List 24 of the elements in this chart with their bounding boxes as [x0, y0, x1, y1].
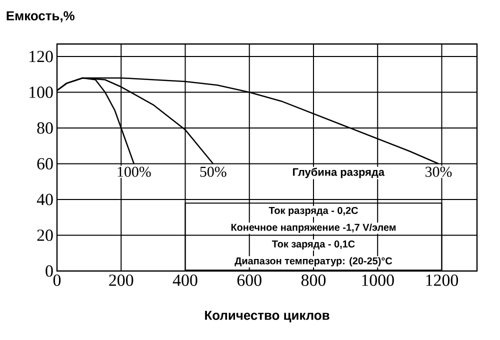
- annotation: Диапазон температур: (20-25)°C: [234, 257, 392, 266]
- x-tick-label: 1200: [426, 274, 458, 286]
- x-tick-label: 200: [109, 274, 134, 286]
- y-tick-label: 100: [30, 86, 53, 98]
- series-label: 30%: [426, 166, 452, 177]
- y-tick-label: 80: [37, 122, 53, 134]
- y-tick-label: 60: [37, 158, 53, 170]
- y-tick-label: 0: [46, 265, 53, 277]
- x-axis-title: Количество циклов: [205, 310, 330, 322]
- annotation: Конечное напряжение -1,7 V/элем: [231, 224, 396, 233]
- series-label: 100%: [118, 166, 151, 177]
- x-tick-label: 1000: [362, 274, 394, 286]
- annotation: Ток разряда - 0,2C: [268, 206, 358, 216]
- x-tick-label: 800: [301, 274, 326, 286]
- y-tick-label: 20: [37, 230, 53, 241]
- y-tick-label: 40: [36, 194, 53, 206]
- legend-title: Глубина разряда: [293, 168, 385, 178]
- series-label: 50%: [200, 166, 226, 177]
- x-tick-label: 400: [172, 274, 198, 286]
- annotation: Ток заряда - 0,1C: [272, 240, 355, 250]
- y-tick-label: 120: [30, 50, 53, 62]
- x-tick-label: 600: [237, 274, 262, 286]
- y-axis-title: Емкость,%: [6, 11, 74, 22]
- x-tick-label: 0: [53, 274, 61, 286]
